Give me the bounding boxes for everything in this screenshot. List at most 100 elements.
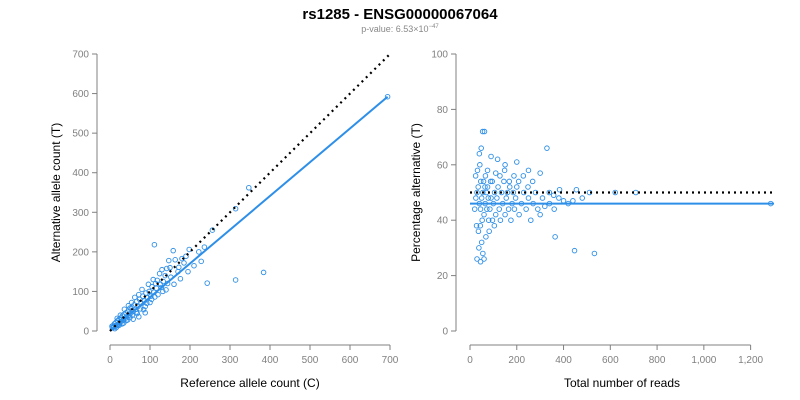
- y-axis-label: Percentage alternative (T): [409, 123, 423, 262]
- data-point: [492, 211, 499, 218]
- data-point: [511, 206, 518, 212]
- data-point: [142, 303, 148, 310]
- data-point: [520, 173, 527, 179]
- data-point: [475, 184, 481, 190]
- x-tick-label: 800: [649, 355, 666, 366]
- chart-subtitle: p-value: 6.53×10−47: [0, 24, 800, 34]
- data-point: [579, 195, 585, 201]
- data-point: [570, 198, 576, 204]
- data-point: [514, 159, 520, 165]
- data-point: [483, 234, 489, 240]
- data-point: [147, 299, 153, 306]
- data-point: [170, 247, 176, 254]
- data-point: [521, 189, 527, 196]
- y-tick-label: 500: [72, 129, 89, 140]
- data-point: [556, 195, 562, 201]
- data-point: [612, 189, 618, 196]
- data-point: [506, 178, 513, 185]
- data-point: [196, 249, 202, 255]
- data-point: [148, 293, 154, 299]
- data-point: [163, 287, 169, 293]
- data-point: [478, 178, 484, 185]
- x-tick-label: 100: [142, 355, 159, 366]
- y-tick-label: 300: [72, 208, 89, 219]
- data-point: [201, 244, 208, 250]
- subtitle-mantissa: 6.53×10: [395, 24, 429, 34]
- data-point: [633, 189, 639, 196]
- data-point: [167, 264, 173, 271]
- data-point: [136, 291, 142, 298]
- data-point: [495, 184, 501, 190]
- data-point: [481, 256, 487, 262]
- data-point: [128, 299, 135, 306]
- data-point: [181, 260, 187, 266]
- data-point: [496, 206, 502, 212]
- fit-line: [109, 95, 389, 332]
- data-point: [121, 306, 128, 312]
- subtitle-prefix: p-value:: [361, 24, 396, 34]
- data-point: [501, 178, 507, 185]
- data-point: [551, 206, 557, 212]
- subtitle-exponent: −47: [428, 24, 439, 30]
- y-tick-label: 200: [72, 247, 89, 258]
- data-point: [477, 206, 484, 212]
- data-point: [140, 306, 147, 313]
- data-point: [482, 173, 489, 179]
- x-tick-label: 0: [467, 355, 473, 366]
- y-tick-label: 80: [437, 105, 449, 116]
- data-point: [556, 186, 563, 193]
- data-point: [176, 264, 182, 271]
- data-point: [511, 173, 517, 179]
- data-point: [477, 259, 484, 265]
- x-tick-label: 400: [555, 355, 572, 366]
- data-point: [478, 239, 485, 246]
- data-point: [591, 250, 598, 257]
- data-point: [546, 189, 553, 196]
- data-point: [204, 280, 210, 286]
- data-point: [571, 247, 578, 254]
- data-point: [544, 145, 550, 151]
- data-point: [185, 268, 191, 275]
- data-point: [537, 211, 543, 218]
- data-point: [145, 281, 152, 288]
- x-tick-label: 600: [342, 355, 359, 366]
- data-point: [474, 256, 480, 262]
- data-point: [573, 186, 580, 193]
- data-point: [489, 178, 495, 185]
- data-point: [478, 145, 484, 151]
- data-point: [529, 178, 536, 185]
- data-point: [143, 290, 149, 296]
- data-point: [550, 192, 557, 199]
- y-tick-label: 40: [437, 216, 449, 227]
- data-point: [497, 173, 503, 179]
- data-point: [125, 302, 132, 309]
- data-point: [473, 222, 480, 229]
- data-point: [136, 314, 142, 320]
- data-point: [481, 128, 488, 135]
- data-point: [152, 294, 158, 300]
- data-point: [117, 312, 124, 318]
- data-point: [487, 206, 493, 212]
- data-point: [523, 206, 529, 212]
- data-point: [154, 277, 160, 284]
- data-point: [484, 184, 491, 190]
- data-point: [172, 257, 178, 263]
- data-point: [507, 184, 513, 190]
- x-tick-label: 1,200: [738, 355, 763, 366]
- data-point: [525, 167, 532, 174]
- data-point: [489, 217, 496, 223]
- data-point: [484, 167, 491, 174]
- data-point: [480, 189, 486, 196]
- data-point: [130, 316, 136, 322]
- data-point: [209, 227, 216, 233]
- x-tick-label: 500: [302, 355, 319, 366]
- data-point: [479, 128, 486, 135]
- data-point: [515, 178, 522, 185]
- data-point: [508, 217, 514, 223]
- y-tick-label: 60: [437, 160, 449, 171]
- x-axis-label: Reference allele count (C): [180, 376, 319, 390]
- data-point: [488, 153, 494, 160]
- data-point: [492, 170, 499, 176]
- right-scatter-panel: 0 200 400 600 800 1,000 1,200 0 20 40 60 80 100 Total…: [409, 50, 774, 390]
